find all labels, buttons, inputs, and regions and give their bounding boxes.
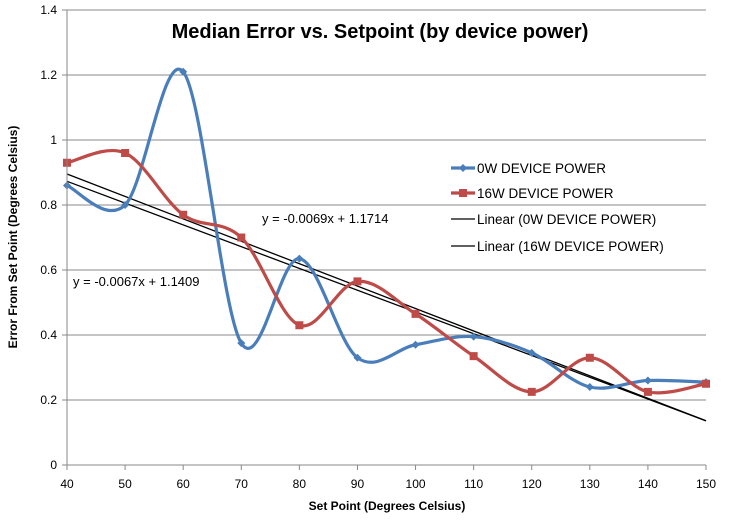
legend-label: 0W DEVICE POWER	[477, 161, 606, 176]
legend-marker	[459, 164, 467, 172]
y-tick-label: 1.4	[40, 3, 57, 17]
x-tick-label: 50	[118, 477, 132, 491]
y-tick-label: 0.8	[40, 198, 57, 212]
x-tick-label: 80	[293, 477, 307, 491]
legend-marker	[459, 189, 467, 197]
trendline-1	[66, 173, 707, 422]
legend: 0W DEVICE POWER 16W DEVICE POWER Linear (0…	[451, 161, 664, 254]
x-tick-label: 60	[177, 477, 191, 491]
data-point	[469, 332, 478, 341]
data-point	[527, 348, 536, 357]
data-point	[353, 277, 362, 286]
x-tick-label: 40	[60, 477, 74, 491]
data-point	[585, 353, 594, 362]
data-point	[121, 149, 130, 157]
y-tick-label: 0.6	[40, 263, 57, 277]
data-point	[121, 201, 130, 209]
data-point	[411, 340, 420, 349]
y-tick-label: 0.4	[40, 328, 57, 342]
x-axis-label: Set Point (Degrees Celsius)	[309, 499, 466, 513]
y-tick-label: 0	[50, 458, 57, 472]
x-tick-label: 150	[696, 477, 716, 491]
legend-label: 16W DEVICE POWER	[477, 186, 614, 201]
series-line-0	[66, 67, 707, 390]
data-point	[411, 309, 420, 318]
x-tick-label: 100	[406, 477, 426, 491]
chart-title: Median Error vs. Setpoint (by device pow…	[172, 21, 589, 43]
data-point	[643, 387, 652, 396]
data-point	[179, 210, 188, 219]
data-point	[585, 383, 594, 391]
trendline-equation-0w: y = -0.0067x + 1.1409	[73, 274, 199, 289]
data-point	[295, 254, 304, 263]
x-tick-label: 130	[580, 477, 600, 491]
data-point	[295, 321, 304, 330]
data-point	[179, 67, 188, 76]
legend-label: Linear (16W DEVICE POWER)	[477, 239, 664, 254]
data-point	[353, 353, 362, 362]
y-tick-label: 0.2	[40, 393, 57, 407]
data-point	[237, 339, 246, 348]
data-point	[702, 379, 710, 388]
data-point	[527, 387, 536, 396]
trendline-equation-16w: y = -0.0069x + 1.1714	[262, 211, 388, 226]
data-point	[643, 376, 652, 385]
y-tick-label: 1	[50, 133, 57, 147]
x-tick-label: 90	[351, 477, 365, 491]
x-tick-label: 70	[235, 477, 249, 491]
y-tick-label: 1.2	[40, 68, 57, 82]
data-point	[237, 233, 246, 242]
y-axis-label: Error From Set Point (Degrees Celsius)	[6, 126, 20, 349]
x-tick-label: 110	[464, 477, 483, 491]
x-tick-label: 120	[522, 477, 542, 491]
x-tick-label: 140	[638, 477, 658, 491]
data-point	[469, 352, 478, 361]
trendline-0	[66, 180, 707, 422]
legend-label: Linear (0W DEVICE POWER)	[477, 212, 656, 227]
